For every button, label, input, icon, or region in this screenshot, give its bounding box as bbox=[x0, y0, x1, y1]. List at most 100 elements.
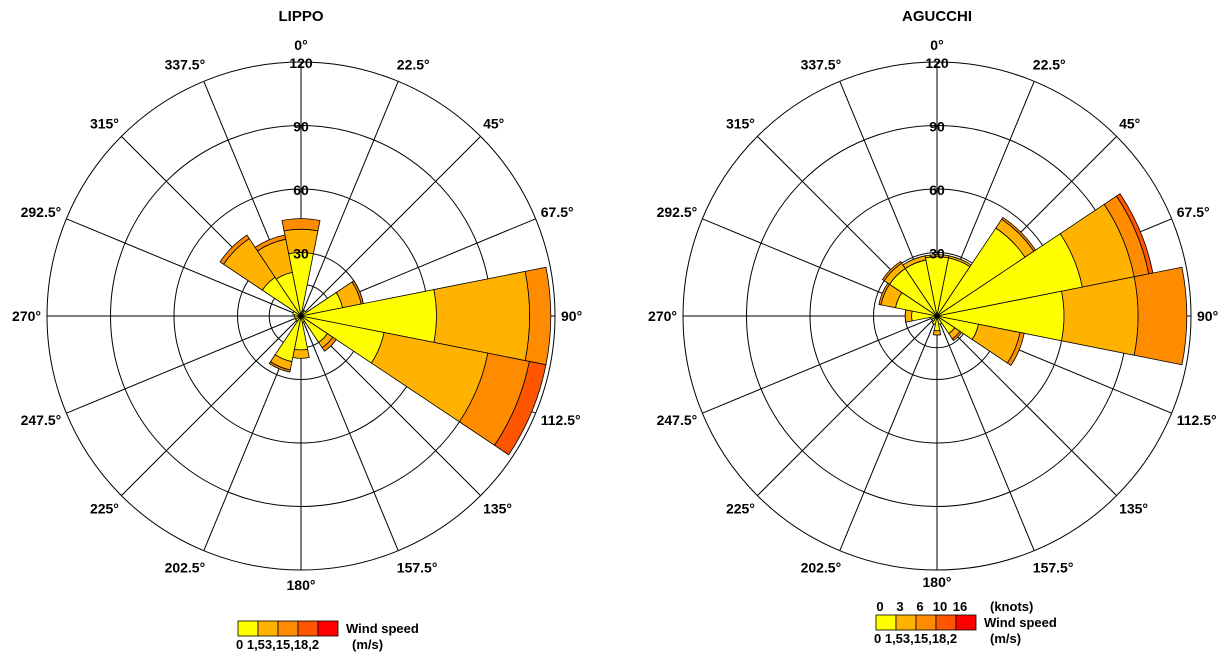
legend-swatch bbox=[277, 620, 299, 637]
angle-label: 337.5° bbox=[801, 57, 842, 73]
petal-segment bbox=[951, 330, 963, 342]
radial-tick-label: 120 bbox=[289, 55, 313, 71]
angle-label: 0° bbox=[930, 37, 943, 53]
petals bbox=[219, 218, 552, 456]
grid-spoke bbox=[66, 218, 302, 317]
grid-spoke bbox=[121, 315, 302, 496]
legend-swatch bbox=[955, 614, 977, 631]
legend-knots-label: 3 bbox=[896, 599, 903, 614]
legend-unit: (m/s) bbox=[990, 631, 1021, 646]
angle-label: 292.5° bbox=[657, 204, 698, 220]
wind-rose-lippo: LIPPO 30 60 90 120 0° 22.5° 45° 67.5° 90° 112.5°… bbox=[12, 8, 582, 652]
radial-tick-label: 90 bbox=[293, 119, 309, 135]
legend: Wind speed 0 1,53,15,18,2 (m/s) bbox=[236, 620, 419, 652]
petal-segment bbox=[292, 348, 310, 359]
angle-labels: 0° 22.5° 45° 67.5° 90° 112.5° 135° 157.5° 180° 20… bbox=[648, 37, 1218, 590]
angle-label: 90° bbox=[561, 308, 582, 324]
petal-segment bbox=[494, 360, 547, 456]
angle-label: 180° bbox=[923, 574, 952, 590]
angle-label: 225° bbox=[90, 500, 119, 516]
angle-label: 202.5° bbox=[165, 559, 206, 575]
legend: 0 3 6 10 16 (knots)Wind speed 0 1,53,15,18,2 (m… bbox=[874, 599, 1057, 646]
petal-segment bbox=[1006, 332, 1025, 366]
angle-label: 157.5° bbox=[1033, 559, 1074, 575]
angle-label: 45° bbox=[483, 116, 504, 132]
radial-tick-label: 60 bbox=[929, 182, 945, 198]
legend-swatch bbox=[297, 620, 319, 637]
legend-knots-label: 6 bbox=[916, 599, 923, 614]
angle-label: 112.5° bbox=[541, 412, 581, 428]
angle-label: 225° bbox=[726, 500, 755, 516]
grid-spoke bbox=[936, 315, 1117, 496]
legend-knots-unit: (knots) bbox=[990, 599, 1033, 614]
legend-knots-label: 10 bbox=[933, 599, 947, 614]
angle-label: 292.5° bbox=[21, 204, 62, 220]
grid-spoke bbox=[839, 315, 938, 551]
angle-label: 315° bbox=[726, 116, 755, 132]
legend-swatch bbox=[935, 614, 957, 631]
angle-label: 22.5° bbox=[1033, 57, 1066, 73]
angle-label: 315° bbox=[90, 116, 119, 132]
chart-title: LIPPO bbox=[278, 8, 323, 25]
grid-spoke bbox=[300, 136, 481, 317]
angle-label: 247.5° bbox=[657, 412, 698, 428]
grid-spoke bbox=[300, 81, 399, 317]
legend-title: Wind speed bbox=[346, 621, 419, 636]
radial-tick-labels: 30 60 90 120 bbox=[925, 55, 949, 262]
legend-knots-label: 0 bbox=[876, 599, 883, 614]
petal-segment bbox=[321, 336, 337, 352]
angle-label: 135° bbox=[1119, 500, 1148, 516]
grid-spoke bbox=[300, 315, 399, 551]
angle-label: 112.5° bbox=[1177, 412, 1217, 428]
radial-tick-labels: 30 60 90 120 bbox=[289, 55, 313, 262]
chart-title: AGUCCHI bbox=[902, 8, 972, 25]
petal-segment bbox=[219, 234, 250, 265]
angle-labels: 0° 22.5° 45° 67.5° 90° 112.5° 135° 157.5° 180° 20… bbox=[12, 37, 582, 593]
petal-segment bbox=[904, 309, 913, 323]
radial-tick-label: 120 bbox=[925, 55, 949, 71]
legend-swatch bbox=[875, 614, 897, 631]
legend-speed-labels: 0 1,53,15,18,2 bbox=[236, 637, 319, 652]
angle-label: 337.5° bbox=[165, 57, 206, 73]
petal-segment bbox=[881, 260, 903, 282]
angle-label: 135° bbox=[483, 500, 512, 516]
grid-spoke bbox=[66, 315, 302, 414]
legend-speed-labels: 0 1,53,15,18,2 bbox=[874, 631, 957, 646]
legend-unit: (m/s) bbox=[352, 637, 383, 652]
petal-segment bbox=[281, 218, 321, 232]
petal-segment bbox=[1133, 266, 1188, 366]
petal-segment bbox=[268, 361, 291, 373]
angle-label: 90° bbox=[1197, 308, 1218, 324]
legend-swatch bbox=[915, 614, 937, 631]
angle-label: 45° bbox=[1119, 116, 1140, 132]
legend-title: Wind speed bbox=[984, 615, 1057, 630]
radial-tick-label: 60 bbox=[293, 182, 309, 198]
angle-label: 270° bbox=[648, 308, 677, 324]
legend-swatch bbox=[237, 620, 259, 637]
grid-spoke bbox=[702, 315, 938, 414]
angle-label: 157.5° bbox=[397, 559, 438, 575]
legend-swatch bbox=[257, 620, 279, 637]
angle-label: 247.5° bbox=[21, 412, 62, 428]
angle-label: 22.5° bbox=[397, 57, 430, 73]
legend-swatch bbox=[317, 620, 339, 637]
angle-label: 202.5° bbox=[801, 559, 842, 575]
grid-spoke bbox=[936, 315, 1035, 551]
angle-label: 270° bbox=[12, 308, 41, 324]
petal-segment bbox=[932, 330, 942, 336]
angle-label: 67.5° bbox=[1177, 204, 1210, 220]
angle-label: 0° bbox=[294, 37, 307, 53]
petal-segment bbox=[902, 255, 927, 270]
angle-label: 180° bbox=[287, 577, 316, 593]
petal-segment bbox=[1061, 276, 1139, 356]
legend-swatch bbox=[895, 614, 917, 631]
petals bbox=[878, 193, 1188, 366]
radial-tick-label: 30 bbox=[293, 246, 309, 262]
radial-tick-label: 30 bbox=[929, 246, 945, 262]
legend-knots-label: 16 bbox=[953, 599, 967, 614]
petal-segment bbox=[254, 234, 287, 252]
radial-tick-label: 90 bbox=[929, 119, 945, 135]
grid-spoke bbox=[757, 315, 938, 496]
